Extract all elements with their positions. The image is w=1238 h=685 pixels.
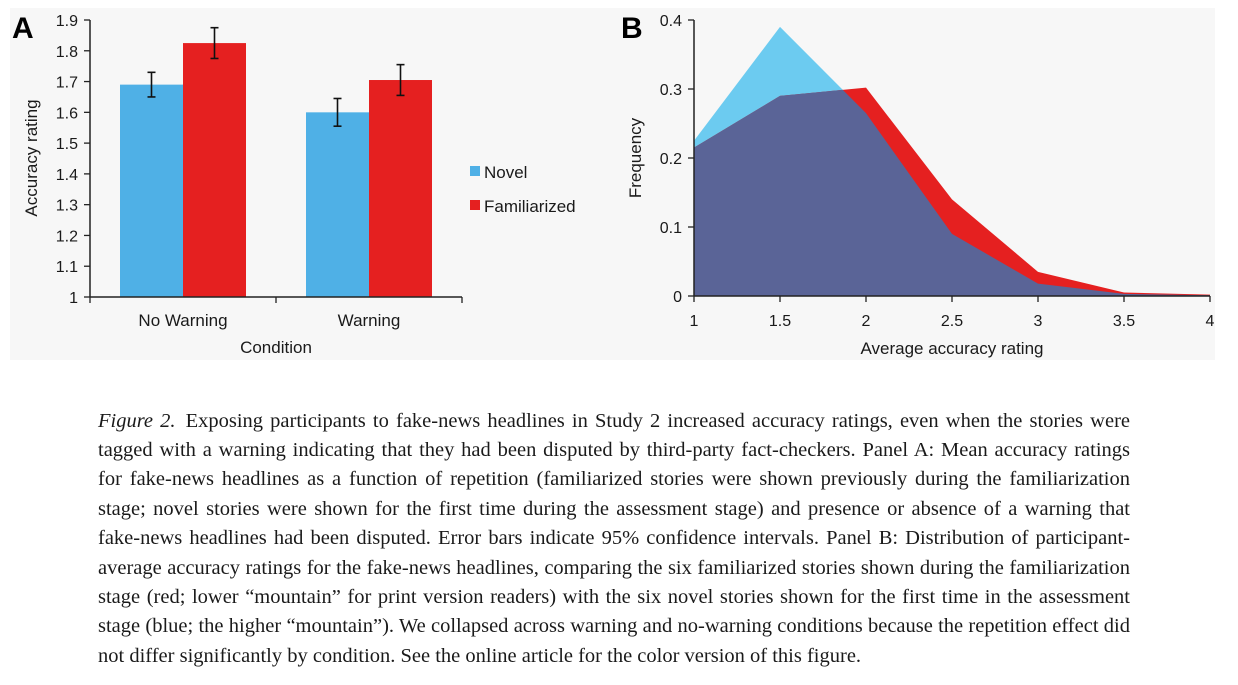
error-bar	[147, 71, 156, 98]
caption-label: Figure 2.	[98, 409, 176, 432]
bar-familiarized-warning	[369, 80, 432, 298]
legend-label-familiarized: Familiarized	[484, 197, 576, 216]
legend-label-novel: Novel	[484, 163, 527, 182]
panel-a-y-ticks: 1 1.1 1.2 1.3 1.4 1.5 1.6 1.7 1.8 1.9	[56, 13, 90, 307]
y-tick-label: 0.2	[660, 151, 682, 168]
x-tick-label: 3.5	[1113, 313, 1135, 330]
y-tick-label: 0.4	[660, 13, 682, 30]
y-tick-label: 0	[673, 289, 682, 306]
x-tick-label: 1.5	[769, 313, 791, 330]
panel-a-legend: Novel Familiarized	[470, 163, 576, 216]
bar-novel-no-warning	[120, 84, 183, 297]
area-overlap	[694, 87, 1210, 296]
error-bar	[396, 63, 405, 97]
x-tick-label: 3	[1034, 313, 1043, 330]
bar-familiarized-no-warning	[183, 43, 246, 298]
bar-novel-warning	[306, 112, 369, 297]
y-tick-label: 0.3	[660, 82, 682, 99]
y-tick-label: 1.1	[56, 259, 78, 276]
figure-svg: A 1 1.1 1.2 1.3 1.4 1.5 1.6 1.7 1.8 1.9 No Warnin…	[12, 12, 1215, 358]
y-tick-label: 1.7	[56, 75, 78, 92]
x-tick-label: 2.5	[941, 313, 963, 330]
y-tick-label: 1	[69, 290, 78, 307]
error-bar	[333, 97, 342, 127]
y-tick-label: 1.9	[56, 13, 78, 30]
y-tick-label: 1.3	[56, 198, 78, 215]
panel-a-bar-chart: A 1 1.1 1.2 1.3 1.4 1.5 1.6 1.7 1.8 1.9 No Warnin…	[12, 12, 576, 357]
x-tick-label: 4	[1206, 313, 1215, 330]
error-bar	[210, 26, 219, 60]
panel-b-area-chart: B 0 0.1 0.2 0.3 0.4 1 1.5 2 2.5 3 3.5 4 Average ac…	[621, 12, 1215, 358]
caption-text: Exposing participants to fake-news headl…	[98, 409, 1130, 667]
legend-swatch-familiarized	[470, 200, 480, 210]
figure-panel: A 1 1.1 1.2 1.3 1.4 1.5 1.6 1.7 1.8 1.9 No Warnin…	[10, 8, 1215, 360]
y-tick-label: 1.5	[56, 136, 78, 153]
figure-caption: Figure 2. Exposing participants to fake-n…	[98, 407, 1130, 672]
x-tick-label: 2	[862, 313, 871, 330]
panel-b-x-ticks: 1 1.5 2 2.5 3 3.5 4	[690, 296, 1215, 330]
y-tick-label: 0.1	[660, 220, 682, 237]
x-tick-label: 1	[690, 313, 699, 330]
panel-a-y-axis-label: Accuracy rating	[22, 99, 41, 216]
panel-b-x-axis-label: Average accuracy rating	[860, 339, 1043, 358]
panel-b-areas	[694, 26, 1210, 297]
panel-a-x-categories: No Warning Warning	[89, 297, 463, 330]
x-category-label: Warning	[338, 311, 401, 330]
panel-a-letter: A	[12, 12, 34, 45]
y-tick-label: 1.8	[56, 44, 78, 61]
x-category-label: No Warning	[138, 311, 227, 330]
panel-a-x-axis-label: Condition	[240, 338, 312, 357]
legend-swatch-novel	[470, 166, 480, 176]
panel-b-y-ticks: 0 0.1 0.2 0.3 0.4	[660, 13, 694, 306]
panel-b-letter: B	[621, 12, 643, 45]
panel-a-bars	[120, 26, 432, 298]
panel-b-y-axis-label: Frequency	[626, 117, 645, 198]
y-tick-label: 1.6	[56, 105, 78, 122]
y-tick-label: 1.4	[56, 167, 78, 184]
y-tick-label: 1.2	[56, 228, 78, 245]
